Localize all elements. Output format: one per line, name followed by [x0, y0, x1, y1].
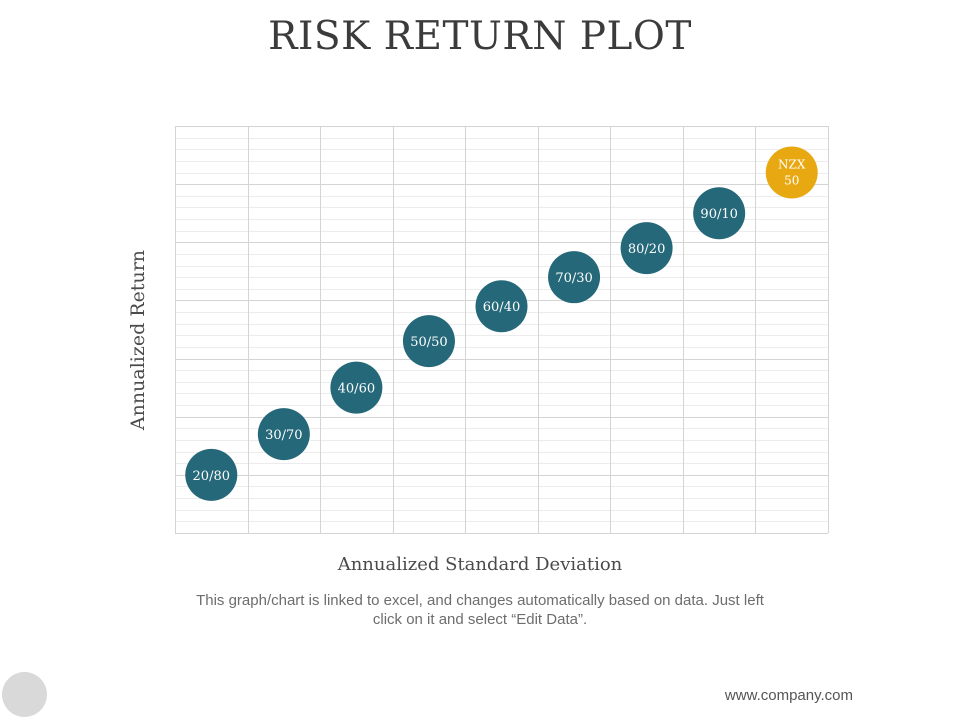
data-point-bubble: 30/70 [257, 408, 310, 461]
chart-caption: This graph/chart is linked to excel, and… [196, 592, 764, 628]
data-point-marker [620, 222, 673, 275]
chart-bubbles: 20/80 30/70 40/60 50/50 60/40 70/30 80/20 90/10… [185, 146, 818, 501]
data-point-label: 70/30 [555, 271, 592, 286]
data-point-bubble: 20/80 [185, 448, 238, 501]
data-point-label: 40/60 [338, 382, 375, 397]
data-point-bubble: NZX 50 [765, 146, 818, 199]
data-point-label: 90/10 [700, 207, 737, 222]
footer-url: www.company.com [724, 687, 853, 704]
data-point-label: 60/40 [483, 300, 520, 315]
chart-plot-area: 20/80 30/70 40/60 50/50 60/40 70/30 80/20 90/10… [175, 126, 829, 534]
data-point-bubble: 60/40 [475, 280, 528, 333]
data-point-bubble: 40/60 [330, 361, 383, 414]
data-point-marker [257, 408, 310, 461]
data-point-marker [475, 280, 528, 333]
slide-title: RISK RETURN PLOT [268, 14, 692, 59]
data-point-label: 80/20 [628, 242, 665, 257]
data-point-label: 20/80 [193, 469, 230, 484]
data-point-marker [548, 251, 601, 304]
data-point-bubble: 70/30 [548, 251, 601, 304]
data-point-marker [402, 315, 455, 368]
data-point-label: 30/70 [265, 428, 302, 443]
data-point-bubble: 90/10 [693, 187, 746, 240]
data-point-bubble: 50/50 [402, 315, 455, 368]
data-point-label: NZX 50 [778, 158, 806, 188]
data-point-label: 50/50 [410, 335, 447, 350]
data-point-marker [765, 146, 818, 199]
data-point-bubble: 80/20 [620, 222, 673, 275]
data-point-marker [693, 187, 746, 240]
x-axis-label: Annualized Standard Deviation [337, 554, 623, 575]
data-point-marker [185, 448, 238, 501]
y-axis-label: Annualized Return [127, 249, 149, 431]
risk-return-chart: 20/80 30/70 40/60 50/50 60/40 70/30 80/20 90/10… [175, 126, 829, 534]
data-point-marker [330, 361, 383, 414]
decorative-circle [2, 672, 47, 717]
